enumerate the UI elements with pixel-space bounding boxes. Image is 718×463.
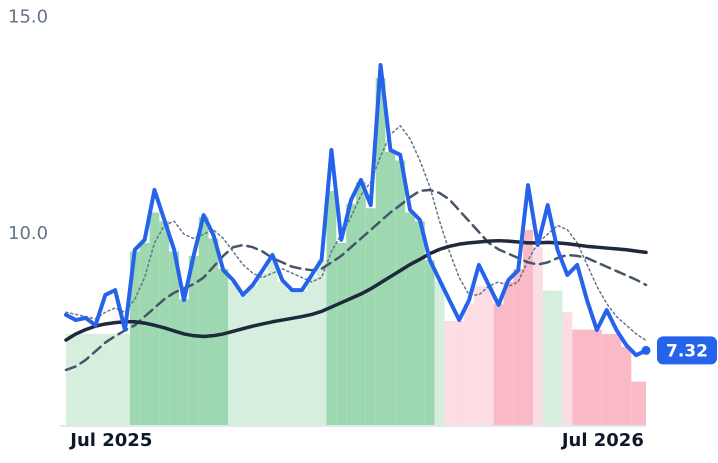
- band-bar: [493, 303, 504, 425]
- band-bar: [454, 320, 465, 425]
- band-bar: [90, 333, 101, 425]
- band-bar: [591, 329, 602, 425]
- line-dashed: [64, 188, 648, 372]
- band-bar: [179, 299, 189, 425]
- band-bar: [346, 203, 356, 425]
- band-bar: [572, 329, 583, 425]
- band-bar: [188, 255, 199, 425]
- band-bar: [100, 333, 111, 425]
- band-bar: [336, 242, 347, 425]
- band-bar: [464, 303, 474, 425]
- band-bar: [316, 260, 327, 425]
- band-bar: [110, 333, 121, 425]
- band-bar: [414, 221, 425, 425]
- band-bar: [159, 221, 170, 425]
- band-bar: [306, 277, 317, 425]
- band-bar: [631, 381, 642, 425]
- band-bar: [395, 160, 406, 426]
- band-bar: [129, 251, 140, 425]
- band-bar: [542, 290, 553, 425]
- band-bar: [532, 247, 543, 425]
- band-bar: [552, 290, 563, 425]
- band-bar: [120, 333, 130, 425]
- band-bar: [365, 208, 376, 425]
- band-bar: [375, 78, 386, 426]
- last-point: [641, 345, 651, 355]
- band-bar: [641, 381, 646, 425]
- band-bar: [405, 212, 415, 425]
- band-bar: [444, 320, 455, 425]
- band-bar: [70, 333, 81, 425]
- y-tick-label: 15.0: [8, 6, 48, 27]
- band-bar: [434, 281, 445, 425]
- band-bar: [267, 260, 278, 425]
- line-dotted: [65, 125, 647, 342]
- x-tick-label: Jul 2026: [560, 430, 644, 451]
- band-bar: [228, 281, 239, 425]
- last-value-label: 7.32: [666, 341, 708, 361]
- line-thick: [64, 238, 648, 342]
- band-bar: [257, 273, 268, 425]
- band-bar: [356, 182, 366, 425]
- band-bar: [208, 238, 219, 425]
- y-tick-label: 10.0: [8, 223, 48, 244]
- band-bar: [66, 333, 71, 425]
- band-bar: [287, 290, 298, 425]
- band-bar: [149, 212, 160, 425]
- band-bar: [80, 333, 91, 425]
- band-bar: [277, 281, 288, 425]
- band-bar: [218, 268, 229, 425]
- line-price: [64, 63, 648, 358]
- last-value-pill: [657, 336, 717, 365]
- band-bar: [238, 294, 248, 425]
- band-bar: [562, 312, 573, 425]
- band-bar: [247, 286, 258, 425]
- band-bar: [424, 260, 435, 425]
- band-bar: [385, 151, 396, 426]
- band-bar: [297, 290, 307, 425]
- band-bar: [483, 286, 494, 425]
- band-bar: [513, 268, 524, 425]
- band-bar: [582, 329, 592, 425]
- band-bar: [473, 286, 484, 425]
- x-tick-label: Jul 2025: [68, 430, 152, 451]
- band-bar: [601, 333, 612, 425]
- band-bar: [611, 333, 622, 425]
- band-bar: [621, 346, 632, 425]
- band-bar: [503, 281, 514, 425]
- band-bar: [169, 251, 180, 425]
- band-bar: [139, 242, 150, 425]
- band-bar: [523, 229, 533, 425]
- band-bar: [198, 216, 209, 425]
